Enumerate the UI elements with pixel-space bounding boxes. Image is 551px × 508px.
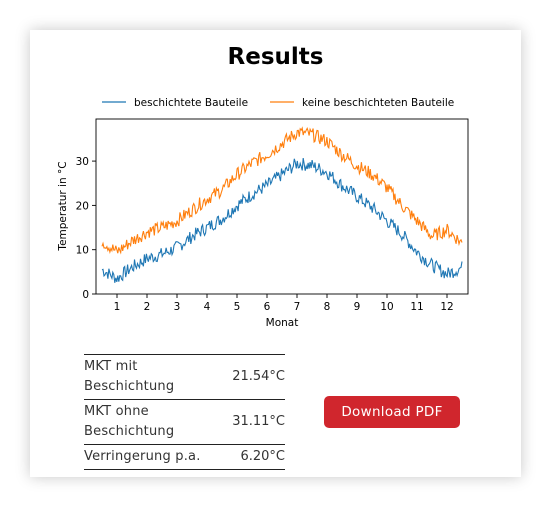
temperature-chart: beschichtete Bauteile keine beschichtete… [57,97,469,329]
chart-legend: beschichtete Bauteile keine beschichtete… [102,97,454,109]
table-row: MKT mit Beschichtung 21.54°C [84,354,285,400]
x-tick-label: 6 [264,301,271,313]
result-label: Verringerung p.a. [84,449,201,464]
y-tick-label: 0 [82,289,89,301]
results-table: MKT mit Beschichtung 21.54°C MKT ohne Be… [84,354,285,470]
series-line-coated [101,158,463,283]
result-value: 6.20°C [240,449,285,464]
result-label: MKT ohne Beschichtung [84,404,175,439]
x-axis-label: Monat [266,317,299,329]
x-tick-label: 10 [380,301,393,313]
x-tick-label: 11 [410,301,423,313]
series-line-uncoated [101,126,463,255]
x-tick-label: 4 [204,301,211,313]
y-tick-label: 10 [76,245,89,257]
result-value: 21.54°C [232,369,285,384]
x-tick-label: 7 [294,301,301,313]
legend-label-coated: beschichtete Bauteile [134,97,248,109]
page-title: Results [227,44,324,70]
x-tick-label: 5 [234,301,241,313]
x-tick-label: 8 [324,301,331,313]
x-tick-label: 9 [354,301,361,313]
y-tick-label: 20 [76,200,89,212]
data-series [101,126,463,283]
y-tick-label: 30 [76,156,89,168]
download-pdf-button[interactable]: Download PDF [324,396,460,428]
x-tick-label: 1 [114,301,121,313]
x-tick-label: 12 [440,301,453,313]
result-value: 31.11°C [232,414,285,429]
y-axis-label: Temperatur in °C [57,161,69,251]
table-row: Verringerung p.a. 6.20°C [84,444,285,470]
y-axis: 0 10 20 30 [76,156,96,301]
results-card: Results beschichtete Bauteile keine besc… [30,30,521,477]
x-tick-label: 2 [144,301,151,313]
legend-label-uncoated: keine beschichteten Bauteile [302,97,454,109]
x-axis: 1 2 3 4 5 6 7 8 9 10 11 12 [114,294,454,313]
table-row: MKT ohne Beschichtung 31.11°C [84,399,285,445]
plot-area [95,118,469,295]
result-label: MKT mit Beschichtung [84,359,175,394]
x-tick-label: 3 [174,301,181,313]
